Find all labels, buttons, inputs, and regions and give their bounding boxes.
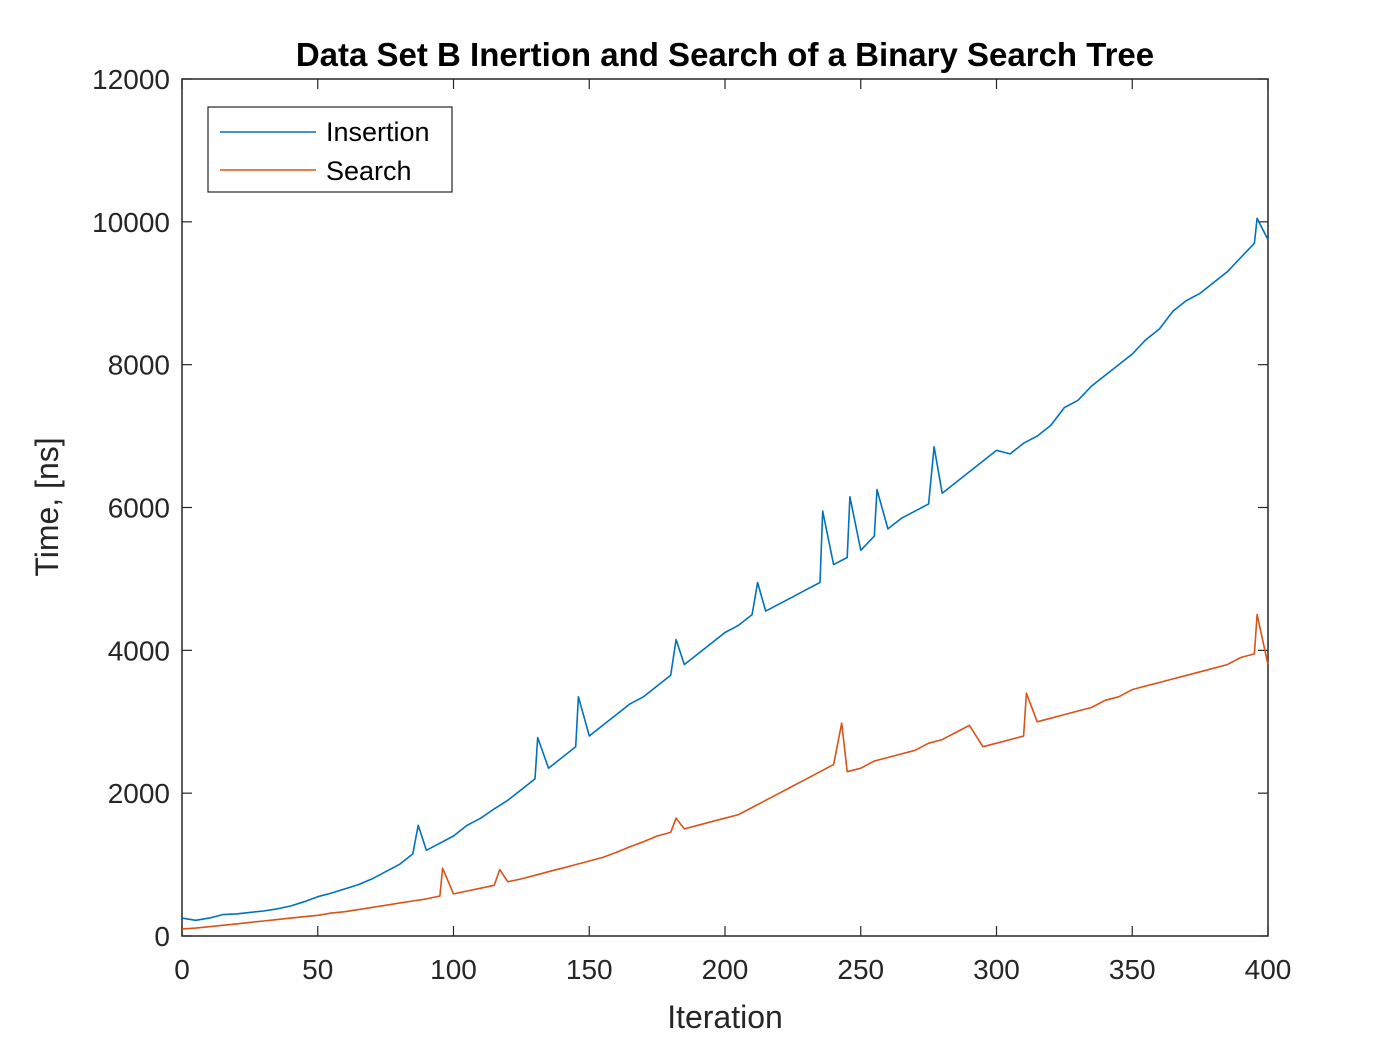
x-tick-label: 400 bbox=[1245, 954, 1292, 985]
y-tick-label: 8000 bbox=[108, 350, 170, 381]
x-axis-label: Iteration bbox=[667, 999, 783, 1035]
y-tick-label: 6000 bbox=[108, 493, 170, 524]
legend-label-insertion: Insertion bbox=[326, 117, 430, 147]
y-axis-ticks: 0 2000 4000 6000 8000 10000 12000 bbox=[92, 64, 1268, 952]
x-tick-label: 300 bbox=[973, 954, 1020, 985]
x-tick-label: 200 bbox=[702, 954, 749, 985]
x-tick-label: 100 bbox=[430, 954, 477, 985]
legend: Insertion Search bbox=[207, 106, 453, 193]
legend-box bbox=[207, 106, 453, 193]
legend-label-search: Search bbox=[326, 156, 412, 186]
y-tick-label: 2000 bbox=[108, 778, 170, 809]
chart-title: Data Set B Inertion and Search of a Bina… bbox=[296, 36, 1154, 73]
x-tick-label: 50 bbox=[302, 954, 333, 985]
series-line-insertion bbox=[181, 217, 1269, 922]
y-tick-label: 12000 bbox=[92, 64, 170, 95]
y-tick-label: 4000 bbox=[108, 635, 170, 666]
y-tick-label: 10000 bbox=[92, 207, 170, 238]
y-axis-label: Time, [ns] bbox=[29, 437, 65, 576]
x-tick-label: 250 bbox=[837, 954, 884, 985]
x-tick-label: 350 bbox=[1109, 954, 1156, 985]
series-layer bbox=[181, 217, 1269, 930]
x-axis-ticks: 0 50 100 150 200 250 300 350 400 bbox=[174, 79, 1291, 985]
series-line-search bbox=[181, 613, 1269, 930]
x-tick-label: 150 bbox=[566, 954, 613, 985]
x-tick-label: 0 bbox=[174, 954, 190, 985]
y-tick-label: 0 bbox=[154, 921, 170, 952]
plot-area bbox=[181, 78, 1269, 937]
